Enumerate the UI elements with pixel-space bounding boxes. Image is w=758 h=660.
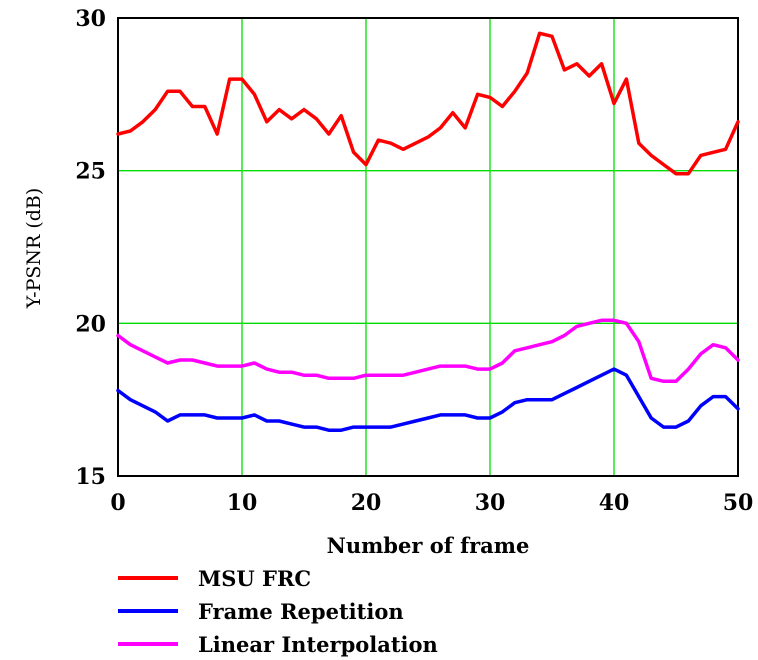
x-tick-label-20: 20: [351, 490, 382, 516]
x-tick-label-0: 0: [110, 490, 125, 516]
legend-label-frame-repetition: Frame Repetition: [198, 599, 404, 624]
legend-label-msu-frc: MSU FRC: [198, 566, 311, 591]
series-line-frame-repetition: [116, 367, 740, 432]
y-tick-label-25: 25: [75, 159, 106, 185]
legend-label-linear-interpolation: Linear Interpolation: [198, 632, 438, 657]
y-tick-label-30: 30: [75, 6, 106, 32]
series-line-linear-interpolation: [116, 318, 740, 384]
x-tick-labels: 0 10 20 30 40 50: [110, 490, 753, 516]
y-tick-labels: 15 20 25 30: [75, 6, 106, 490]
x-tick-label-50: 50: [723, 490, 754, 516]
plot-area: [117, 17, 739, 477]
x-tick-label-30: 30: [475, 490, 506, 516]
y-tick-label-15: 15: [75, 464, 106, 490]
series-line-msu-frc: [116, 31, 740, 176]
y-tick-label-20: 20: [75, 311, 106, 337]
series-layer: [116, 31, 740, 432]
x-axis-title: Number of frame: [327, 533, 530, 558]
x-tick-label-10: 10: [227, 490, 258, 516]
x-tick-label-40: 40: [599, 490, 630, 516]
y-axis-title: Y-PSNR (dB): [23, 188, 45, 310]
legend: MSU FRC Frame Repetition Linear Interpolat…: [118, 566, 438, 657]
